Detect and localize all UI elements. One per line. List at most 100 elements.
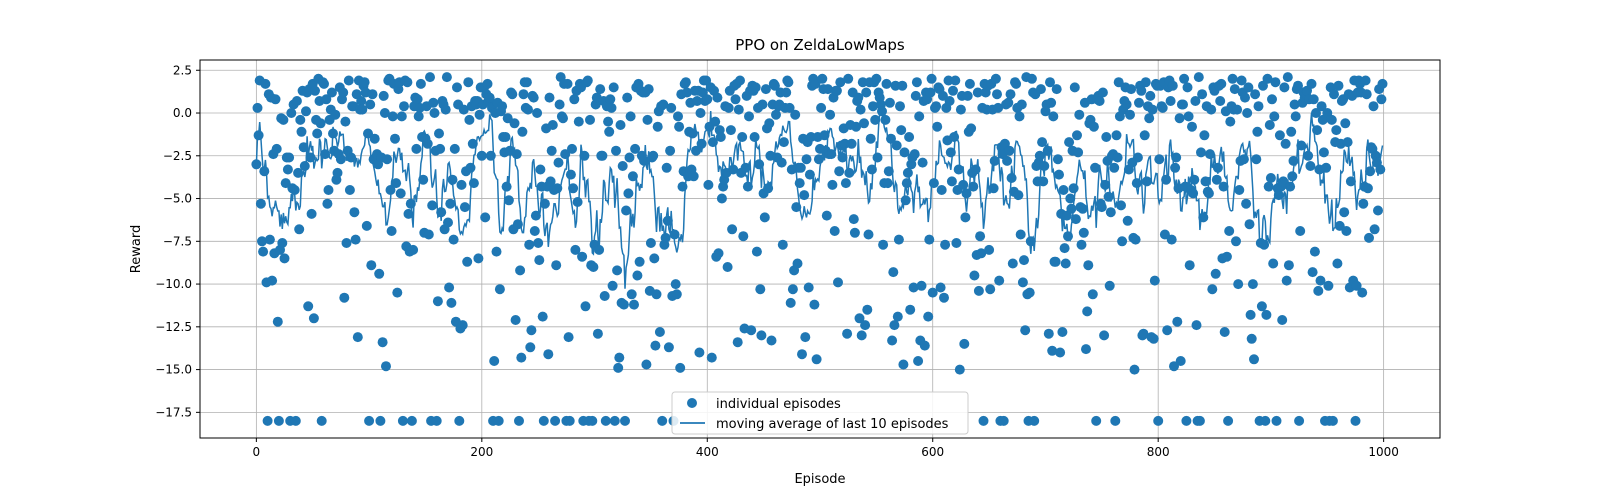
episode-point xyxy=(935,282,946,293)
episode-point xyxy=(319,78,329,89)
episode-point xyxy=(587,415,598,426)
episode-point xyxy=(357,104,368,115)
episode-point xyxy=(1327,415,1338,426)
episode-point xyxy=(264,234,275,245)
episode-point xyxy=(1178,99,1188,110)
episode-point xyxy=(663,342,674,353)
episode-point xyxy=(654,327,665,337)
episode-point xyxy=(1227,73,1238,84)
episode-point xyxy=(691,145,701,156)
x-tick-label: 1000 xyxy=(1368,445,1399,459)
episode-point xyxy=(936,185,947,195)
episode-point xyxy=(316,415,327,426)
episode-point xyxy=(1149,275,1160,286)
episode-point xyxy=(615,120,626,130)
episode-point xyxy=(553,157,564,168)
episode-point xyxy=(491,246,502,257)
episode-point xyxy=(622,92,633,103)
episode-point xyxy=(517,126,528,137)
episode-point xyxy=(994,275,1005,286)
episode-point xyxy=(480,212,491,223)
episode-point xyxy=(797,349,807,360)
episode-point xyxy=(1016,99,1027,110)
episode-point xyxy=(1283,260,1294,271)
episode-point xyxy=(948,85,958,96)
episode-point xyxy=(607,280,618,291)
episode-point xyxy=(844,167,855,178)
episode-point xyxy=(825,109,836,120)
episode-point xyxy=(1236,75,1247,86)
episode-point xyxy=(1294,415,1305,426)
episode-point xyxy=(446,297,457,308)
episode-point xyxy=(603,116,614,127)
episode-point xyxy=(660,232,671,243)
episode-point xyxy=(889,320,900,331)
episode-point xyxy=(990,73,1001,84)
episode-point xyxy=(1194,415,1205,426)
episode-point xyxy=(356,96,367,106)
episode-point xyxy=(1165,96,1176,106)
episode-point xyxy=(544,92,555,103)
episode-point xyxy=(413,111,424,122)
episode-point xyxy=(692,96,703,106)
episode-point xyxy=(652,121,663,132)
episode-point xyxy=(386,226,397,236)
episode-point xyxy=(1313,285,1324,296)
episode-point xyxy=(1077,203,1088,214)
episode-point xyxy=(1069,82,1080,93)
episode-point xyxy=(1066,203,1077,214)
episode-point xyxy=(905,304,916,315)
episode-point xyxy=(1138,328,1149,339)
episode-point xyxy=(856,330,867,341)
legend-marker-scatter xyxy=(687,398,697,408)
episode-point xyxy=(1013,190,1024,201)
episode-point xyxy=(657,415,668,426)
episode-point xyxy=(521,77,532,88)
episode-point xyxy=(1104,280,1115,291)
episode-point xyxy=(872,152,883,163)
episode-point xyxy=(567,143,577,154)
episode-point xyxy=(608,82,619,93)
episode-point xyxy=(618,299,629,310)
episode-point xyxy=(1369,224,1380,235)
episode-point xyxy=(1249,354,1259,365)
episode-point xyxy=(985,284,996,295)
episode-point xyxy=(272,316,283,327)
episode-point xyxy=(1157,102,1168,113)
episode-point xyxy=(1333,80,1344,91)
episode-point xyxy=(1019,255,1029,266)
y-tick-label: 0.0 xyxy=(173,106,192,120)
episode-point xyxy=(489,356,500,366)
episode-point xyxy=(1153,415,1164,426)
episode-point xyxy=(494,284,505,295)
episode-point xyxy=(811,354,822,365)
episode-point xyxy=(503,195,514,206)
episode-point xyxy=(367,89,378,100)
episode-point xyxy=(868,101,878,112)
episode-point xyxy=(1274,130,1285,141)
episode-point xyxy=(338,87,349,98)
episode-point xyxy=(645,238,656,248)
episode-point xyxy=(1256,301,1267,312)
episode-point xyxy=(415,78,426,89)
episode-point xyxy=(755,284,766,295)
episode-point xyxy=(1182,82,1193,93)
episode-point xyxy=(340,116,351,127)
episode-point xyxy=(447,174,458,185)
episode-point xyxy=(1224,226,1235,236)
episode-point xyxy=(529,226,540,236)
episode-point xyxy=(444,282,455,293)
episode-point xyxy=(863,229,874,240)
episode-point xyxy=(1289,99,1300,110)
episode-point xyxy=(925,87,936,98)
episode-point xyxy=(968,181,979,192)
episode-point xyxy=(1172,316,1183,327)
chart-title: PPO on ZeldaLowMaps xyxy=(735,36,905,54)
episode-point xyxy=(713,248,724,259)
episode-point xyxy=(550,415,561,426)
episode-point xyxy=(843,73,854,84)
episode-point xyxy=(605,94,616,105)
episode-point xyxy=(682,87,692,98)
episode-point xyxy=(497,101,508,112)
